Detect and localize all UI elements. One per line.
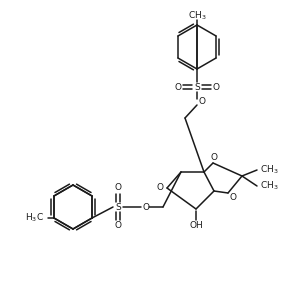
Text: O: O bbox=[142, 203, 149, 211]
Text: OH: OH bbox=[189, 221, 203, 229]
Text: S: S bbox=[194, 82, 200, 91]
Text: CH$_3$: CH$_3$ bbox=[260, 164, 279, 176]
Text: O: O bbox=[212, 82, 220, 91]
Text: O: O bbox=[175, 82, 182, 91]
Text: O: O bbox=[115, 221, 122, 231]
Text: CH$_3$: CH$_3$ bbox=[188, 10, 206, 22]
Text: S: S bbox=[115, 203, 121, 211]
Text: O: O bbox=[115, 184, 122, 192]
Text: O: O bbox=[230, 192, 236, 201]
Text: O: O bbox=[211, 152, 218, 162]
Text: O: O bbox=[157, 184, 164, 192]
Text: CH$_3$: CH$_3$ bbox=[260, 180, 279, 192]
Text: O: O bbox=[199, 97, 206, 105]
Text: H$_3$C: H$_3$C bbox=[25, 212, 44, 224]
